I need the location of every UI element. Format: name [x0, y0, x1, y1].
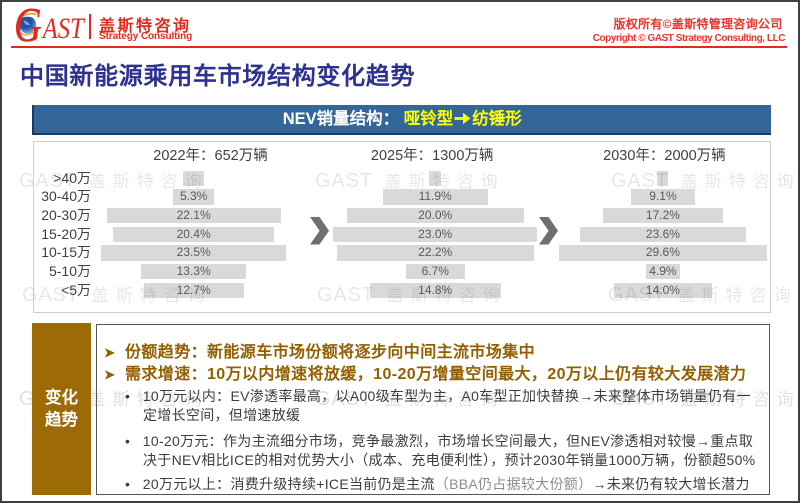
svg-text:G: G — [14, 6, 41, 48]
svg-text:AST: AST — [41, 12, 85, 45]
